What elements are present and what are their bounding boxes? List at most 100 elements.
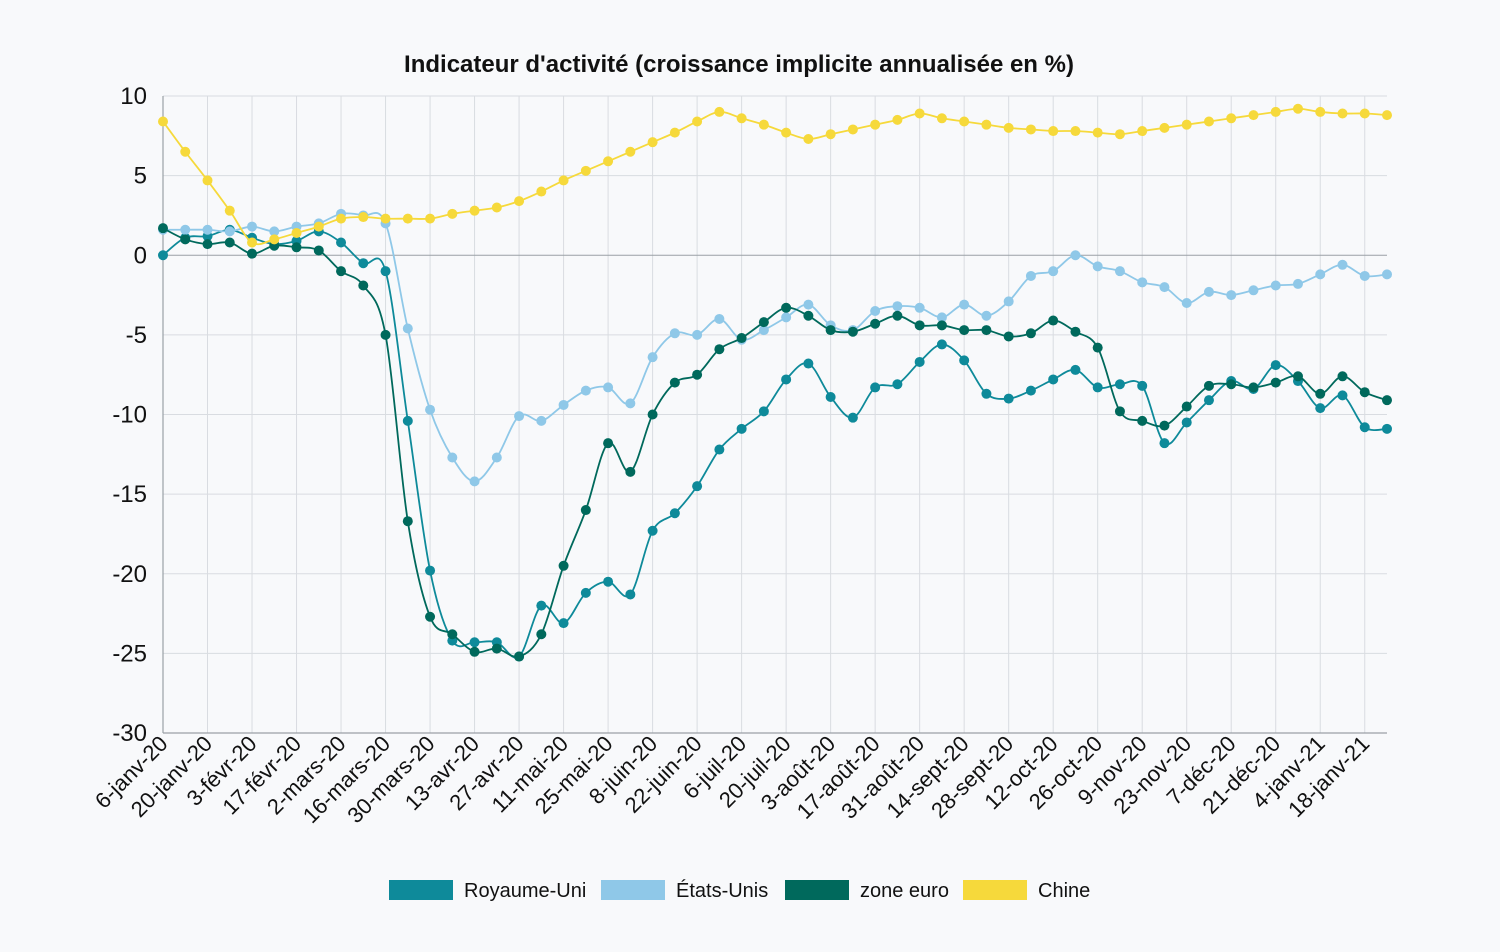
data-point	[380, 329, 391, 340]
data-point	[402, 323, 413, 334]
data-point	[491, 643, 502, 654]
data-point	[1092, 261, 1103, 272]
legend-swatch	[963, 880, 1027, 900]
data-point	[714, 444, 725, 455]
y-tick-label: 0	[134, 242, 147, 269]
data-point	[1092, 127, 1103, 138]
data-point	[781, 374, 792, 385]
data-point	[336, 237, 347, 248]
y-tick-label: -15	[112, 481, 147, 508]
data-point	[469, 646, 480, 657]
data-point	[1270, 280, 1281, 291]
data-point	[669, 328, 680, 339]
data-point	[892, 310, 903, 321]
legend-swatch	[389, 880, 453, 900]
data-point	[402, 516, 413, 527]
data-point	[647, 352, 658, 363]
data-point	[536, 186, 547, 197]
data-point	[625, 146, 636, 157]
legend-label: Royaume-Uni	[464, 880, 586, 902]
data-point	[1270, 106, 1281, 117]
data-point	[536, 629, 547, 640]
data-point	[959, 325, 970, 336]
data-point	[1382, 423, 1392, 434]
series-3	[158, 103, 1392, 248]
series-0	[158, 224, 1392, 662]
data-point	[425, 565, 436, 576]
data-point	[447, 208, 458, 219]
data-point	[1203, 380, 1214, 391]
data-point	[1003, 393, 1014, 404]
data-point	[1315, 403, 1326, 414]
data-point	[536, 600, 547, 611]
data-point	[1048, 266, 1059, 277]
data-point	[803, 299, 814, 310]
data-point	[981, 310, 992, 321]
data-point	[402, 213, 413, 224]
y-tick-label: -5	[126, 322, 147, 349]
data-point	[1337, 259, 1348, 270]
data-point	[736, 423, 747, 434]
legend-label: zone euro	[860, 880, 949, 902]
data-point	[870, 119, 881, 130]
data-point	[1048, 126, 1059, 137]
data-point	[224, 205, 235, 216]
data-point	[491, 452, 502, 463]
data-point	[870, 318, 881, 329]
data-point	[692, 116, 703, 127]
data-point	[825, 391, 836, 402]
data-point	[758, 325, 769, 336]
data-point	[936, 312, 947, 323]
data-point	[1382, 395, 1392, 406]
data-point	[981, 119, 992, 130]
data-point	[180, 146, 191, 157]
data-point	[936, 339, 947, 350]
data-point	[1003, 296, 1014, 307]
y-tick-label: -10	[112, 402, 147, 429]
data-point	[847, 124, 858, 135]
data-point	[714, 106, 725, 117]
data-point	[247, 221, 258, 232]
data-point	[1203, 286, 1214, 297]
data-point	[1181, 298, 1192, 309]
data-point	[224, 237, 235, 248]
data-point	[1137, 415, 1148, 426]
data-point	[1292, 278, 1303, 289]
data-point	[1226, 113, 1237, 124]
data-point	[714, 344, 725, 355]
data-point	[558, 175, 569, 186]
data-point	[669, 508, 680, 519]
data-point	[1203, 116, 1214, 127]
legend-label: États-Unis	[676, 879, 768, 902]
series-line	[162, 227, 1388, 658]
data-point	[380, 213, 391, 224]
data-point	[1092, 382, 1103, 393]
data-point	[447, 452, 458, 463]
data-point	[803, 358, 814, 369]
data-point	[603, 438, 614, 449]
data-point	[758, 119, 769, 130]
data-point	[291, 227, 302, 238]
data-point	[1315, 106, 1326, 117]
data-point	[1203, 395, 1214, 406]
data-point	[803, 310, 814, 321]
data-point	[914, 320, 925, 331]
data-point	[580, 505, 591, 516]
data-point	[1137, 380, 1148, 391]
data-point	[647, 525, 658, 536]
data-point	[692, 369, 703, 380]
data-point	[358, 280, 369, 291]
legend-label: Chine	[1038, 880, 1090, 902]
data-point	[669, 377, 680, 388]
data-point	[158, 116, 168, 127]
data-point	[736, 333, 747, 344]
data-point	[870, 305, 881, 316]
chart-title: Indicateur d'activité (croissance implic…	[404, 51, 1074, 78]
series-2	[158, 223, 1392, 662]
data-point	[358, 212, 369, 223]
data-point	[959, 116, 970, 127]
data-point	[1070, 126, 1081, 137]
data-point	[1159, 438, 1170, 449]
data-point	[1315, 269, 1326, 280]
data-point	[1382, 269, 1392, 280]
